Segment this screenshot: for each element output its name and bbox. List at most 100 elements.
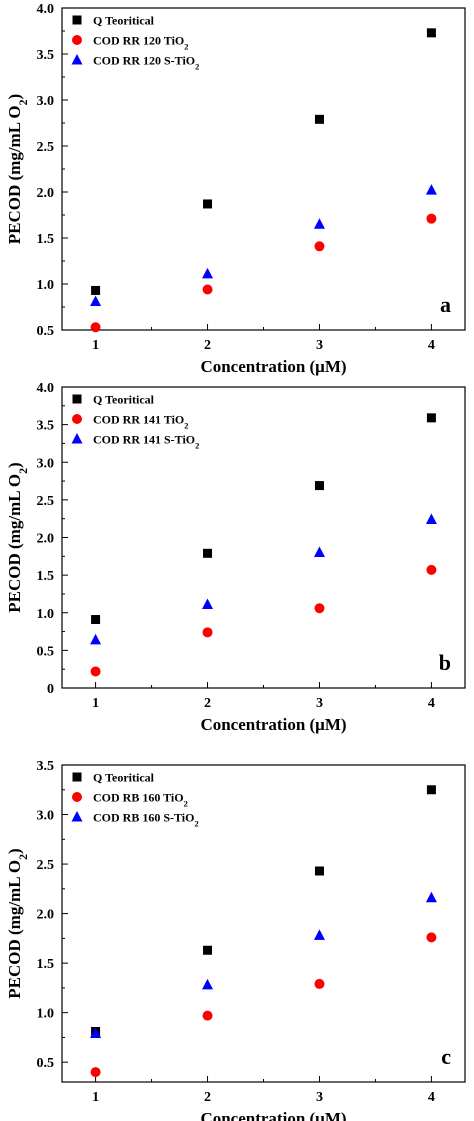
legend-entry: Q Teoritical [93,393,155,407]
data-point-circle [202,284,213,295]
legend-marker [71,811,83,822]
x-axis-title: Concentration (μM) [200,715,346,734]
y-tick-label: 0.5 [37,324,55,339]
legend-marker [72,772,82,782]
legend-entry: Q Teoritical [93,771,155,785]
data-point-circle [426,564,437,575]
panel-label: c [441,1044,451,1069]
legend-entry-main: Q Teoritical [93,14,155,28]
legend-marker [72,792,82,802]
y-tick-label: 2.5 [37,140,55,155]
y-tick-label: 2.0 [37,186,55,201]
legend-marker [71,54,83,65]
data-point-square [426,413,436,423]
legend-marker [72,394,82,404]
legend-entry: COD RR 120 S-TiO2 [93,54,199,72]
data-point-triangle [90,633,102,645]
x-axis-title: Concentration (μM) [200,1109,346,1121]
y-axis-title: PECOD (mg/mL O2) [5,848,30,998]
y-axis-title: PECOD (mg/mL O2) [5,462,30,612]
legend-entry: COD RR 141 TiO2 [93,413,188,431]
x-tick-label: 3 [316,338,323,353]
data-point-triangle [90,1027,102,1038]
y-tick-label: 3.0 [37,94,55,109]
x-axis-title: Concentration (μM) [200,357,346,376]
x-tick-label: 1 [92,1090,99,1105]
legend-entry-main: Q Teoritical [93,393,155,407]
legend-entry: COD RB 160 TiO2 [93,791,188,809]
y-tick-label: 4.0 [37,381,55,396]
y-tick-label: 3.5 [37,419,55,434]
y-axis-title-subscript: 2 [16,854,30,860]
legend-entry: COD RR 120 TiO2 [93,34,188,52]
y-axis-title-tail: ) [5,94,24,100]
legend-entry-subscript: 2 [195,62,199,71]
data-point-square [314,481,324,491]
y-tick-label: 3.0 [37,809,55,824]
data-point-square [426,28,436,38]
data-point-circle [314,241,325,252]
y-tick-label: 0.5 [37,644,55,659]
y-tick-label: 2.5 [37,494,55,509]
y-tick-label: 1.5 [37,569,55,584]
legend-entry-main: COD RB 160 S-TiO [93,811,194,825]
legend-entry-subscript: 2 [184,42,188,51]
legend-entry-subscript: 2 [195,441,199,450]
x-tick-label: 2 [204,1090,211,1105]
data-point-triangle [425,513,437,524]
data-point-circle [314,978,325,989]
data-point-triangle [313,929,325,940]
legend-marker [72,35,82,45]
legend-entry-main: COD RR 120 S-TiO [93,54,195,68]
data-point-circle [90,666,101,677]
y-axis-title-subscript: 2 [16,468,30,474]
legend-entry: Q Teoritical [93,14,155,28]
data-point-square [203,548,213,558]
data-point-circle [426,932,437,943]
panel-label: a [440,292,451,317]
data-point-triangle [425,184,437,195]
data-point-circle [202,627,213,638]
legend-marker [72,414,82,424]
x-tick-label: 2 [204,338,211,353]
y-tick-label: 1.5 [37,957,55,972]
legend-entry-main: COD RR 120 TiO [93,34,184,48]
y-axis-title-tail: ) [5,462,24,468]
legend-entry-main: COD RR 141 TiO [93,413,184,427]
x-tick-label: 3 [316,1090,323,1105]
data-point-circle [90,322,101,333]
legend-entry-subscript: 2 [184,421,188,430]
y-axis-title-tail: ) [5,848,24,854]
y-tick-label: 2.0 [37,532,55,547]
data-point-triangle [202,598,214,609]
panel-label: b [439,650,451,675]
y-tick-label: 1.0 [37,1007,55,1022]
y-axis-title-main: PECOD (mg/mL O [5,860,24,999]
data-point-square [203,945,213,955]
legend-entry-subscript: 2 [194,819,198,828]
y-tick-label: 1.5 [37,232,55,247]
data-point-circle [426,213,437,224]
x-tick-label: 4 [428,1090,435,1105]
data-point-square [426,785,436,795]
legend-marker [71,433,83,444]
y-axis-title-main: PECOD (mg/mL O [5,105,24,244]
data-point-triangle [90,295,102,306]
y-axis-title-main: PECOD (mg/mL O [5,474,24,613]
y-tick-label: 0 [47,682,54,697]
legend-entry: COD RR 141 S-TiO2 [93,433,199,451]
x-tick-label: 1 [92,338,99,353]
x-tick-label: 4 [428,696,435,711]
y-axis-title-subscript: 2 [16,99,30,105]
x-tick-label: 1 [92,696,99,711]
data-point-circle [314,603,325,614]
y-tick-label: 4.0 [37,2,55,17]
chart-panel-c: 0.5 1.0 1.5 2.0 2.5 3.0 3.5 1 2 3 4 Concentration (… [5,759,466,1121]
legend-marker [72,15,82,25]
data-point-triangle [313,218,325,229]
y-tick-label: 3.5 [37,48,55,63]
y-tick-label: 1.0 [37,278,55,293]
legend-entry: COD RB 160 S-TiO2 [93,811,199,829]
legend-entry-main: COD RB 160 TiO [93,791,184,805]
